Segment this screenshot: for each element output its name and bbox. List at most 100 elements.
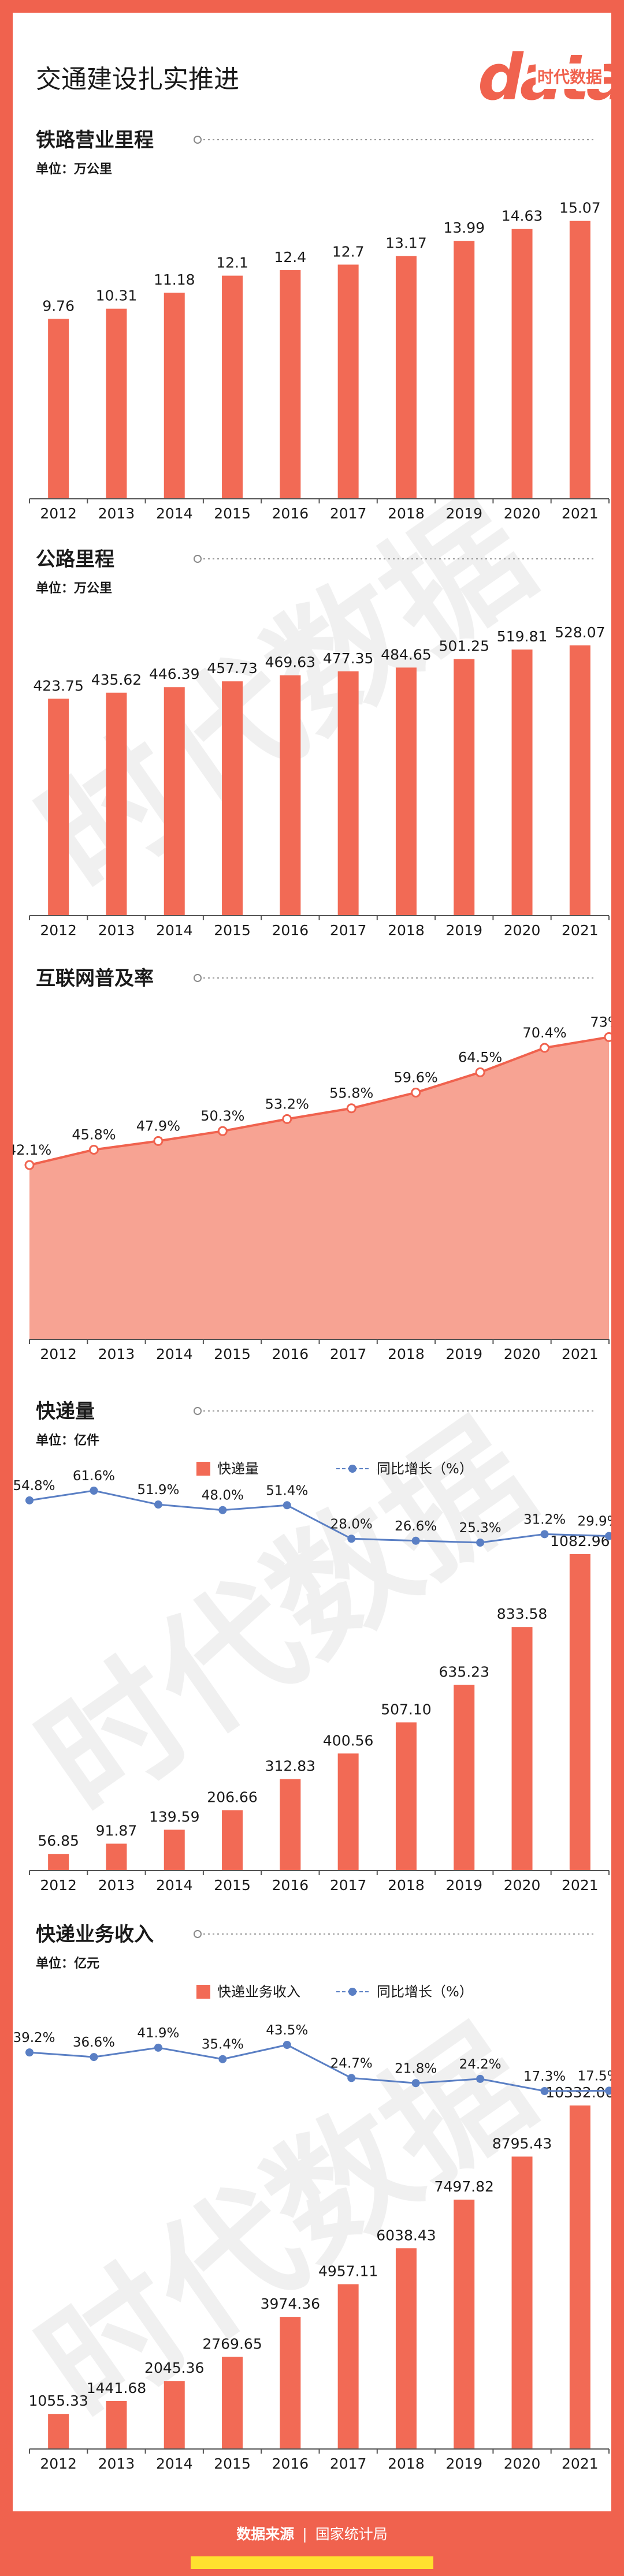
express-growth-label: 26.6%: [395, 1519, 437, 1534]
express_revenue-bar: [337, 2284, 359, 2449]
railway-title: 铁路营业里程: [36, 129, 154, 152]
express-growth-label: 25.3%: [459, 1521, 502, 1536]
railway-bar: [454, 241, 475, 499]
highway-bar: [222, 681, 243, 916]
express_revenue-value-label: 2045.36: [144, 2360, 204, 2376]
internet-year-label: 2021: [562, 1346, 599, 1362]
internet-point: [604, 1032, 611, 1042]
express_revenue-legend-bar-label: 快递业务收入: [217, 1984, 300, 2000]
express-year-label: 2016: [272, 1877, 309, 1894]
railway-year-label: 2019: [445, 505, 482, 522]
express_revenue-title: 快递业务收入: [36, 1923, 154, 1946]
source-footer: 数据来源 | 国家统计局: [0, 2511, 624, 2576]
express_revenue-legend-line-label: 同比增长（%）: [377, 1984, 473, 2000]
express_revenue-year-label: 2015: [214, 2455, 251, 2472]
highway-value-label: 423.75: [33, 677, 83, 694]
highway-year-label: 2013: [98, 922, 135, 939]
highway-value-label: 469.63: [265, 654, 315, 671]
highway-bar: [106, 692, 127, 916]
railway-bar: [106, 308, 127, 499]
express_revenue-bar: [569, 2105, 590, 2449]
internet-year-label: 2016: [272, 1346, 309, 1362]
internet-area: [29, 1037, 609, 1339]
source-separator: |: [302, 2526, 307, 2543]
express_revenue-growth-label: 17.5%: [577, 2069, 611, 2084]
railway-bar: [395, 256, 417, 499]
railway-year-label: 2021: [562, 505, 599, 522]
express_revenue-growth-label: 24.7%: [330, 2056, 373, 2071]
internet-value-label: 50.3%: [200, 1108, 244, 1124]
express-growth-label: 51.4%: [266, 1483, 308, 1498]
internet-year-label: 2013: [98, 1346, 135, 1362]
express-bar: [48, 1854, 69, 1871]
highway-bar: [454, 659, 475, 916]
express-legend-line-label: 同比增长（%）: [377, 1461, 473, 1477]
railway-year-label: 2014: [156, 505, 193, 522]
express-value-label: 635.23: [439, 1664, 489, 1681]
railway-bar: [48, 319, 69, 499]
logo-badge: [536, 64, 604, 89]
source-value: 国家统计局: [315, 2526, 388, 2543]
express_revenue-legend-bar-swatch: [196, 1985, 210, 1999]
express-growth-point: [154, 1500, 162, 1509]
express_revenue-bar: [395, 2248, 417, 2449]
highway-value-label: 446.39: [149, 666, 199, 682]
highway-year-label: 2017: [330, 922, 367, 939]
highway-value-label: 457.73: [207, 660, 257, 677]
internet-line: [29, 1036, 610, 1166]
express-year-label: 2020: [504, 1877, 541, 1894]
express_revenue-growth-point: [25, 2048, 34, 2057]
express_revenue-growth-point: [154, 2043, 162, 2052]
express-value-label: 206.66: [207, 1789, 257, 1805]
express_revenue-year-label: 2012: [40, 2455, 77, 2472]
express_revenue-growth-point: [347, 2074, 356, 2082]
internet-value-label: 47.9%: [136, 1118, 180, 1134]
express_revenue-growth-point: [90, 2053, 98, 2062]
internet-value-label: 64.5%: [458, 1049, 502, 1065]
railway-bar: [280, 270, 301, 499]
railway-year-label: 2018: [388, 505, 425, 522]
internet-value-label: 42.1%: [13, 1142, 51, 1158]
railway-value-label: 12.7: [332, 243, 365, 260]
highway-year-label: 2019: [445, 922, 482, 939]
railway-title-marker: [194, 136, 202, 144]
express_revenue-growth-label: 41.9%: [137, 2026, 179, 2041]
railway-year-label: 2020: [504, 505, 541, 522]
highway-bar: [569, 645, 590, 916]
express_revenue-value-label: 8795.43: [492, 2135, 552, 2152]
internet-value-label: 59.6%: [394, 1069, 438, 1085]
express-value-label: 400.56: [323, 1732, 373, 1749]
express-legend-bar-label: 快递量: [217, 1461, 259, 1477]
express_revenue-year-label: 2014: [156, 2455, 193, 2472]
express-growth-label: 29.9%: [577, 1514, 611, 1529]
highway-title-marker: [194, 555, 202, 563]
express-legend-bar-swatch: [196, 1462, 210, 1476]
railway-year-label: 2016: [272, 505, 309, 522]
highway-unit: 单位：万公里: [36, 581, 112, 596]
railway-year-label: 2015: [214, 505, 251, 522]
railway-value-label: 11.18: [154, 271, 195, 288]
internet-point: [24, 1160, 35, 1170]
logo-badge-text: 时代数据: [537, 68, 602, 87]
internet-value-label: 55.8%: [329, 1085, 373, 1102]
express_revenue-growth-point: [540, 2087, 549, 2095]
railway-value-label: 14.63: [502, 208, 543, 225]
watermark-text: 时代数据: [13, 1394, 559, 1844]
express_revenue-growth-label: 17.3%: [523, 2069, 566, 2084]
express-year-label: 2017: [330, 1877, 367, 1894]
railway-value-label: 15.07: [559, 200, 601, 216]
express_revenue-growth-label: 35.4%: [202, 2037, 244, 2052]
express_revenue-value-label: 3974.36: [261, 2295, 320, 2312]
railway-value-label: 13.17: [385, 234, 427, 251]
express_revenue-growth-point: [476, 2074, 485, 2083]
internet-year-label: 2014: [156, 1346, 193, 1362]
railway-bar: [337, 264, 359, 499]
internet-point: [411, 1087, 421, 1097]
express-bar: [395, 1722, 417, 1871]
railway-value-label: 13.99: [443, 219, 485, 236]
express_revenue-value-label: 6038.43: [376, 2227, 436, 2243]
express-growth-point: [90, 1487, 98, 1495]
express-growth-label: 54.8%: [13, 1479, 55, 1494]
highway-year-label: 2012: [40, 922, 77, 939]
highway-bar: [395, 667, 417, 916]
